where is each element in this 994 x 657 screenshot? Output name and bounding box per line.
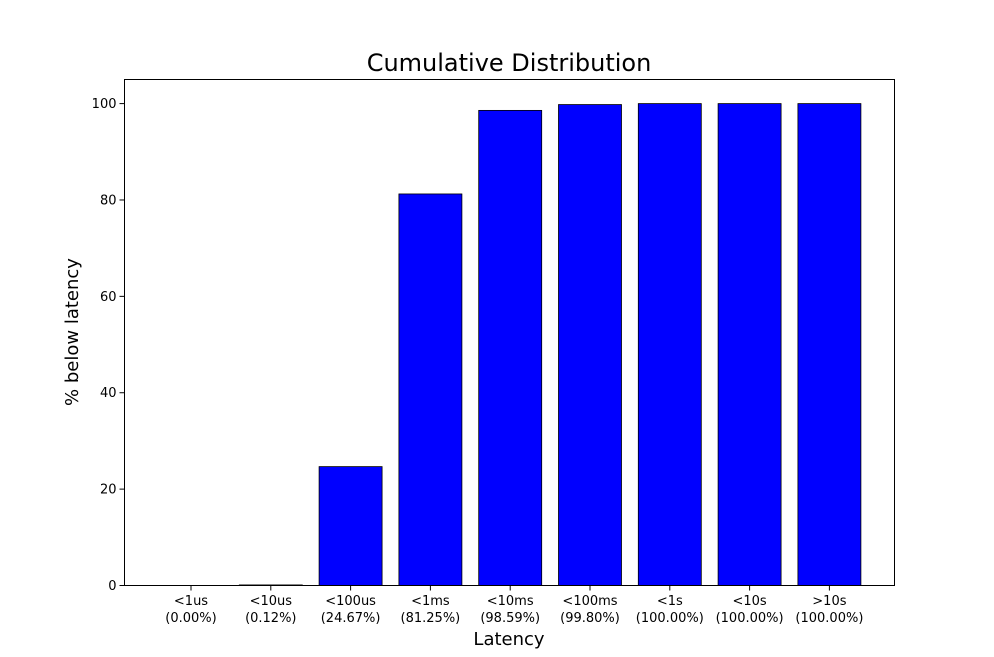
bar [797,103,862,586]
y-tick-label: 60 [100,290,117,305]
bar [398,193,463,586]
x-axis-ticks: <1us (0.00%) <10us (0.12%) <100us (24.67%) <1m… [165,585,863,626]
x-tick-label: <1s [657,594,683,609]
x-tick-sublabel: (99.80%) [560,611,620,626]
x-tick-sublabel: (81.25%) [401,611,461,626]
x-tick-label: >10s [812,594,846,609]
y-tick-label: 40 [100,386,117,401]
x-tick-label: <10s [732,594,766,609]
bar [637,103,702,586]
x-tick-label: <100ms [562,594,617,609]
x-axis-label: Latency [473,629,544,650]
x-tick-sublabel: (0.00%) [165,611,216,626]
y-tick-label: 0 [108,579,116,594]
plot-area-frame [124,79,895,586]
bar [558,104,622,586]
x-tick-label: <10us [250,594,293,609]
x-tick-sublabel: (100.00%) [636,611,704,626]
y-tick-label: 80 [100,193,117,208]
x-tick-label: <1ms [411,594,450,609]
y-tick-label: 20 [100,483,117,498]
bar [478,109,543,586]
x-tick-label: <1us [174,594,208,609]
x-tick-sublabel: (98.59%) [480,611,540,626]
y-axis-ticks: 0 20 40 60 80 100 [92,97,125,594]
bar [318,466,383,586]
x-tick-sublabel: (24.67%) [321,611,381,626]
bar [717,103,782,586]
bars-group [238,103,862,586]
y-tick-label: 100 [92,97,117,112]
chart-title: Cumulative Distribution [367,49,652,77]
x-tick-label: <100us [325,594,376,609]
y-axis-label: % below latency [62,258,83,406]
x-tick-sublabel: (0.12%) [245,611,296,626]
x-tick-label: <10ms [487,594,534,609]
x-tick-sublabel: (100.00%) [795,611,863,626]
x-tick-sublabel: (100.00%) [716,611,784,626]
